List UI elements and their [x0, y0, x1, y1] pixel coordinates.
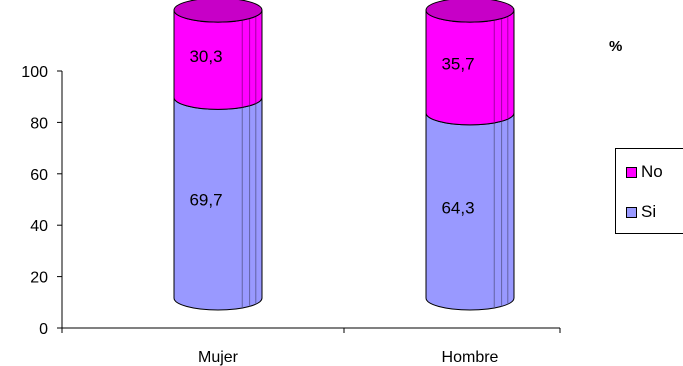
data-label-si-hombre: 64,3	[441, 198, 474, 217]
legend-label-no: No	[641, 162, 663, 181]
x-tick-label: Mujer	[198, 349, 239, 366]
y-tick-label: 0	[39, 321, 48, 338]
unit-label: %	[609, 38, 623, 55]
y-tick-label: 40	[30, 218, 48, 235]
bar-top-cap-mujer	[173, 0, 263, 23]
data-label-no-mujer: 30,3	[189, 47, 222, 66]
legend: No Si	[615, 148, 683, 234]
y-tick-label: 20	[30, 270, 48, 287]
data-label-no-hombre: 35,7	[441, 55, 474, 74]
y-tick-label: 80	[30, 115, 48, 132]
legend-swatch-si	[626, 206, 637, 218]
x-tick-label: Hombre	[442, 349, 499, 366]
y-tick-label: 60	[30, 167, 48, 184]
bar-top-cap-hombre	[425, 0, 515, 23]
legend-label-si: Si	[641, 202, 657, 221]
data-label-si-mujer: 69,7	[189, 191, 222, 210]
axes: 0 20 40 60 80 100 Mujer Hombre	[21, 64, 561, 366]
y-tick-label: 100	[21, 64, 48, 81]
bars	[173, 0, 515, 311]
legend-item-no: No	[626, 162, 663, 181]
legend-swatch-no	[626, 166, 637, 178]
legend-item-si: Si	[626, 202, 657, 221]
data-labels: 69,7 30,3 64,3 35,7	[189, 47, 474, 218]
